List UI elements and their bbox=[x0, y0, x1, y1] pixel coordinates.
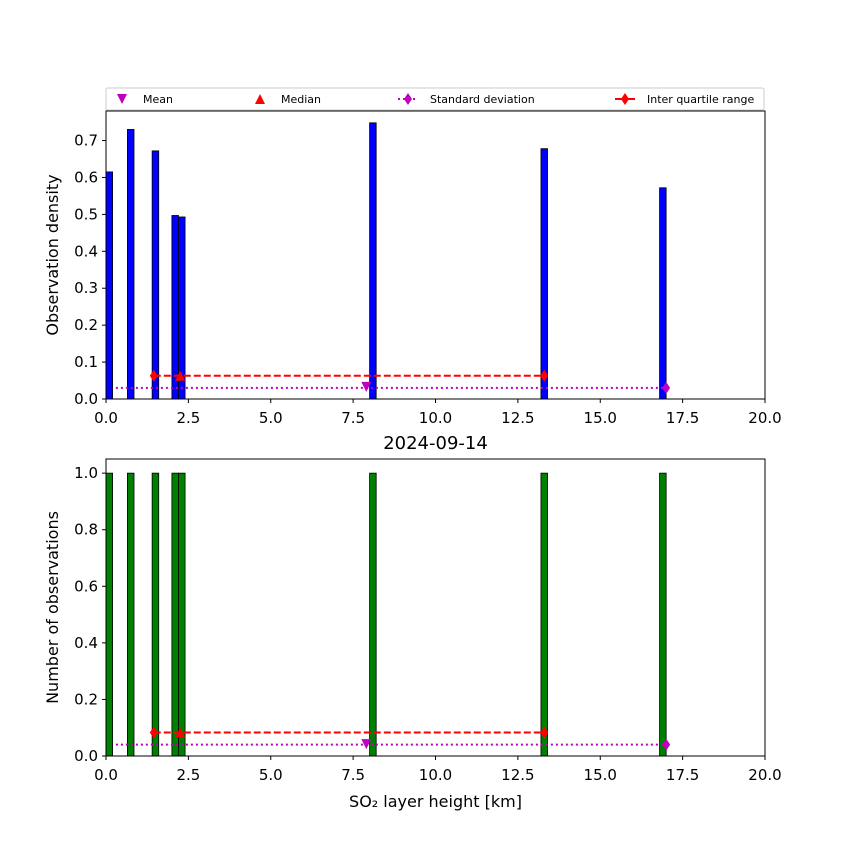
histogram-bar bbox=[178, 472, 186, 757]
x-axis-label: SO₂ layer height [km] bbox=[349, 792, 522, 811]
count-chart: 0.0 2.5 5.0 7.5 10.0 12.5 15.0 17.5 20.0 0.0 0.2 0.… bbox=[43, 433, 782, 811]
legend-label: Inter quartile range bbox=[647, 93, 754, 106]
legend-iqr-marker-icon bbox=[621, 93, 629, 105]
histogram-bar bbox=[659, 187, 667, 400]
y-axis-label: Observation density bbox=[43, 174, 62, 335]
histogram-bar bbox=[540, 148, 548, 400]
y-tick-label: 1.0 bbox=[74, 464, 98, 482]
y-tick-label: 0.6 bbox=[74, 577, 98, 595]
y-tick-label: 0.0 bbox=[74, 747, 98, 765]
histogram-bar bbox=[151, 150, 160, 400]
y-tick-label: 0.2 bbox=[74, 690, 98, 708]
x-tick-label: 0.0 bbox=[94, 766, 118, 784]
y-tick-label: 0.0 bbox=[74, 390, 98, 408]
chart-title: 2024-09-14 bbox=[383, 433, 488, 454]
histogram-bar bbox=[369, 122, 377, 400]
mean-marker bbox=[361, 739, 372, 750]
histogram-bar bbox=[178, 216, 186, 400]
x-tick-label: 20.0 bbox=[748, 409, 781, 427]
x-tick-label: 17.5 bbox=[666, 766, 699, 784]
histogram-bar bbox=[127, 129, 135, 400]
y-tick-label: 0.7 bbox=[74, 132, 98, 150]
y-tick-label: 0.3 bbox=[74, 279, 98, 297]
y-tick-label: 0.4 bbox=[74, 634, 98, 652]
y-axis-label: Number of observations bbox=[43, 511, 62, 704]
x-tick-label: 20.0 bbox=[748, 766, 781, 784]
histogram-bar bbox=[540, 472, 548, 757]
y-tick-label: 0.8 bbox=[74, 521, 98, 539]
histogram-bar bbox=[105, 171, 113, 400]
median-marker bbox=[175, 370, 186, 381]
legend-label: Standard deviation bbox=[430, 93, 535, 106]
x-tick-label: 10.0 bbox=[419, 409, 452, 427]
histogram-bar bbox=[369, 472, 377, 757]
legend-mean-icon bbox=[117, 94, 127, 104]
x-tick-label: 2.5 bbox=[176, 766, 200, 784]
std-deviation-marker bbox=[662, 381, 671, 394]
iqr-marker bbox=[149, 726, 158, 739]
x-tick-label: 15.0 bbox=[584, 766, 617, 784]
std-deviation-marker bbox=[662, 738, 671, 751]
x-tick-label: 17.5 bbox=[666, 409, 699, 427]
x-tick-label: 12.5 bbox=[501, 409, 534, 427]
x-tick-label: 7.5 bbox=[341, 766, 365, 784]
histogram-bar bbox=[171, 472, 179, 757]
x-tick-label: 5.0 bbox=[259, 766, 283, 784]
iqr-marker bbox=[540, 369, 549, 382]
y-tick-label: 0.5 bbox=[74, 205, 98, 223]
y-tick-label: 0.6 bbox=[74, 168, 98, 186]
y-tick-label: 0.2 bbox=[74, 316, 98, 334]
iqr-marker bbox=[540, 726, 549, 739]
x-tick-label: 5.0 bbox=[259, 409, 283, 427]
legend-label: Mean bbox=[143, 93, 173, 106]
x-tick-label: 12.5 bbox=[501, 766, 534, 784]
x-tick-label: 0.0 bbox=[94, 409, 118, 427]
legend: Mean Median Standard deviation Inter quarti… bbox=[105, 87, 765, 111]
histogram-bar bbox=[105, 472, 113, 757]
mean-marker bbox=[361, 381, 372, 392]
legend-median-icon bbox=[255, 94, 265, 104]
density-chart: 0.0 2.5 5.0 7.5 10.0 12.5 15.0 17.5 20.0 0.0 0.1 0.… bbox=[43, 110, 782, 427]
y-tick-label: 0.1 bbox=[74, 353, 98, 371]
histogram-bar bbox=[127, 472, 135, 757]
y-tick-label: 0.4 bbox=[74, 242, 98, 260]
x-tick-label: 2.5 bbox=[176, 409, 200, 427]
histogram-bar bbox=[171, 215, 179, 400]
median-marker bbox=[175, 727, 186, 738]
x-tick-label: 10.0 bbox=[419, 766, 452, 784]
histogram-bar bbox=[151, 472, 160, 757]
histogram-bar bbox=[659, 472, 667, 757]
x-tick-label: 15.0 bbox=[584, 409, 617, 427]
legend-std-marker-icon bbox=[404, 93, 412, 105]
legend-label: Median bbox=[281, 93, 321, 106]
x-tick-label: 7.5 bbox=[341, 409, 365, 427]
iqr-marker bbox=[149, 369, 158, 382]
legend-box bbox=[105, 87, 765, 111]
